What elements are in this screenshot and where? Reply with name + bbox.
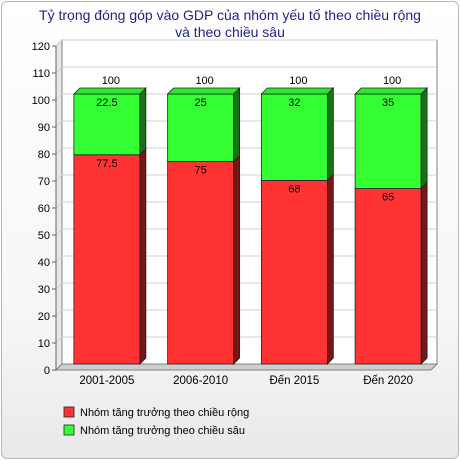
y-tick-label: 20 <box>38 311 50 323</box>
gridline-side <box>55 39 63 47</box>
bar-side <box>139 87 147 156</box>
bar-segment-depth-3 <box>260 87 335 182</box>
gridline-side <box>55 282 63 290</box>
x-category-label: 2001-2005 <box>79 375 134 387</box>
data-label: 77.5 <box>96 158 117 170</box>
legend-label: Nhóm tăng trưởng theo chiều sâu <box>80 425 245 437</box>
gridline-side <box>55 228 63 236</box>
chart-title-line-2: và theo chiều sâu <box>175 24 285 40</box>
bar-segment-depth-2 <box>166 87 241 163</box>
bar-segment-depth-1 <box>72 87 147 156</box>
data-label: 65 <box>382 192 394 204</box>
y-tick-label: 110 <box>32 68 50 80</box>
bar-segment-width-3 <box>260 173 334 365</box>
bar-side <box>420 87 428 190</box>
legend-label: Nhóm tăng trưởng theo chiều rộng <box>80 407 249 419</box>
bar-top <box>72 87 147 95</box>
y-tick-label: 80 <box>38 149 50 161</box>
y-tick-label: 60 <box>38 203 50 215</box>
gridline-side <box>55 255 63 263</box>
gridline-side <box>55 66 63 74</box>
y-tick-label: 50 <box>38 230 50 242</box>
y-tick-label: 90 <box>38 122 50 134</box>
x-category-label: Đến 2020 <box>363 375 413 387</box>
y-tick-label: 0 <box>44 365 50 377</box>
bar-side <box>233 87 241 163</box>
y-tick-label: 70 <box>38 176 50 188</box>
bar-segment-width-4 <box>354 181 428 365</box>
data-label: 25 <box>195 97 207 109</box>
bar-front <box>167 93 235 162</box>
y-tick-label: 30 <box>38 284 50 296</box>
bar-side <box>233 154 241 365</box>
bar-front <box>260 179 328 365</box>
bar-top <box>260 87 335 95</box>
bar-front <box>354 93 422 189</box>
bar-front <box>73 93 141 156</box>
x-category-label: Đến 2015 <box>269 375 319 387</box>
y-tick-label: 100 <box>32 95 50 107</box>
bar-front <box>167 161 235 365</box>
bar-side <box>420 181 428 365</box>
bar-top <box>354 87 429 95</box>
plot-floor <box>54 363 439 371</box>
data-label: 32 <box>288 97 300 109</box>
x-category-label: 2006-2010 <box>173 375 228 387</box>
gridline-side <box>55 174 63 182</box>
y-tick-label: 10 <box>38 338 50 350</box>
gridline-side <box>55 93 63 101</box>
total-label: 100 <box>102 75 120 87</box>
gridline-side <box>55 336 63 344</box>
bar-front <box>73 154 141 365</box>
data-label: 35 <box>382 97 394 109</box>
bar-side <box>326 87 334 182</box>
chart-title-line-1: Tỷ trọng đóng góp vào GDP của nhóm yếu t… <box>39 7 421 23</box>
bar-segment-width-2 <box>167 154 241 365</box>
legend-swatch <box>63 406 75 418</box>
bar-side <box>139 147 147 365</box>
total-label: 100 <box>383 75 401 87</box>
legend-swatch <box>63 424 75 436</box>
bar-segment-width-1 <box>73 147 147 365</box>
data-label: 68 <box>288 183 300 195</box>
bar-segment-depth-4 <box>354 87 429 190</box>
gridline-side <box>55 147 63 155</box>
y-tick-label: 40 <box>38 257 50 269</box>
gridline-side <box>55 120 63 128</box>
data-label: 22.5 <box>96 97 117 109</box>
y-tick-label: 120 <box>32 41 50 53</box>
bar-front <box>354 188 422 365</box>
data-label: 75 <box>195 165 207 177</box>
gridline-side <box>55 201 63 209</box>
bar-top <box>166 87 241 95</box>
bar-side <box>326 173 334 365</box>
total-label: 100 <box>195 75 213 87</box>
total-label: 100 <box>289 75 307 87</box>
gridline-side <box>55 309 63 317</box>
